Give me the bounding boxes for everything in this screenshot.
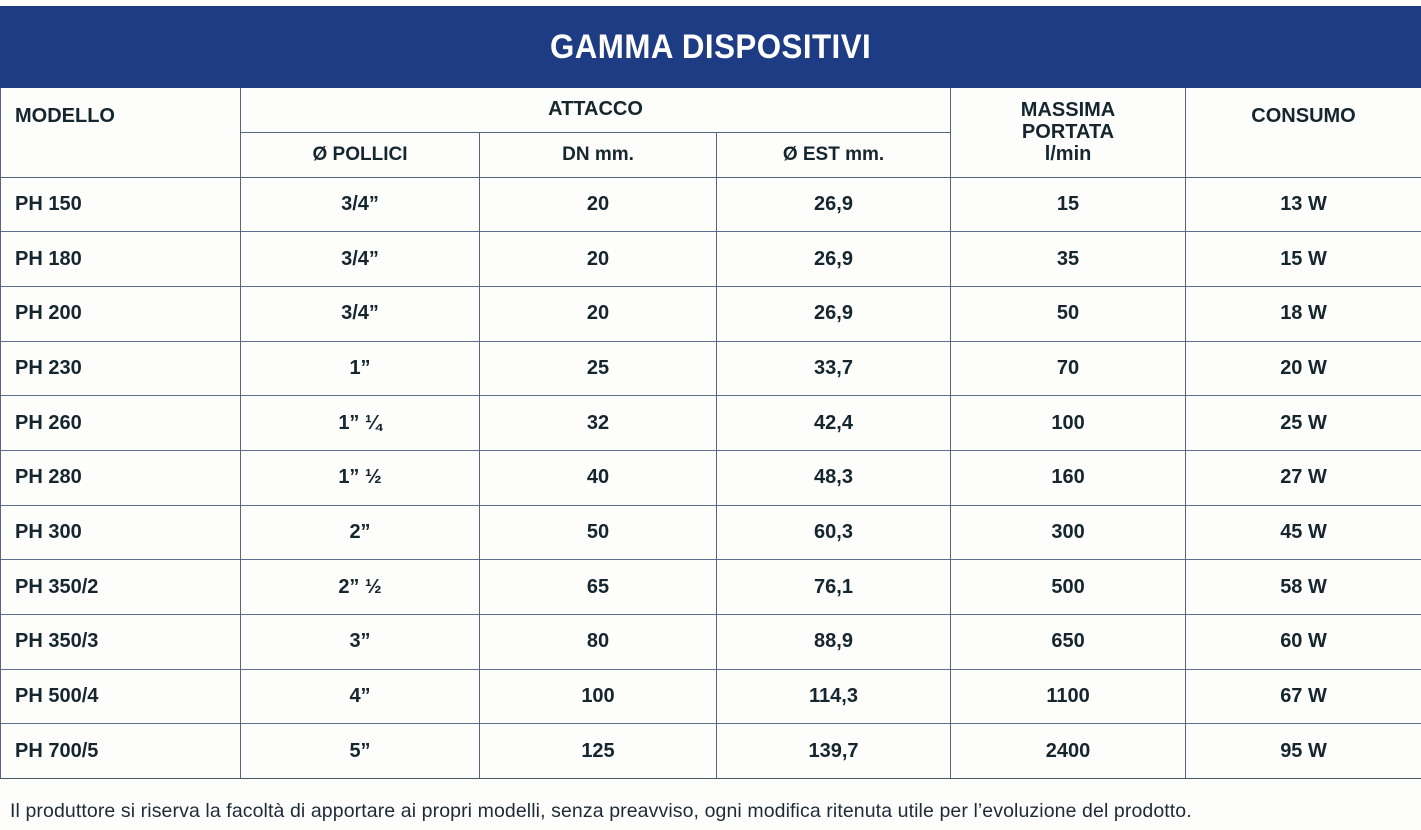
value-cell: 50: [479, 504, 717, 560]
value-cell: 50: [950, 285, 1187, 342]
value-cell: 1”: [240, 340, 480, 396]
value-cell: 20: [479, 176, 717, 232]
title-banner: GAMMA DISPOSITIVI: [0, 6, 1421, 88]
page-title: GAMMA DISPOSITIVI: [549, 27, 872, 66]
value-cell: 2”: [240, 504, 480, 560]
table-row: PH 300 2” 50 60,3 300 45 W: [0, 504, 1421, 560]
value-cell: 40: [479, 449, 717, 506]
value-cell: 95 W: [1185, 723, 1421, 780]
table-body: PH 150 3/4” 20 26,9 15 13 W PH 180 3/4” 20 26,9 35…: [0, 176, 1421, 780]
value-cell: 3/4”: [240, 176, 480, 232]
model-cell: PH 230: [0, 340, 241, 396]
value-cell: 32: [479, 395, 717, 451]
value-cell: 139,7: [716, 723, 952, 780]
value-cell: 1” ½: [240, 449, 480, 506]
value-cell: 60,3: [716, 504, 952, 560]
value-cell: 4”: [240, 668, 480, 724]
column-header-consumo: CONSUMO: [1185, 88, 1421, 177]
value-cell: 100: [479, 668, 717, 724]
massima-line-3: l/min: [1044, 143, 1092, 166]
value-cell: 500: [950, 559, 1187, 615]
value-cell: 26,9: [716, 176, 952, 232]
value-cell: 160: [950, 449, 1187, 506]
column-header-attacco: ATTACCO: [240, 88, 952, 133]
value-cell: 25 W: [1185, 395, 1421, 451]
value-cell: 650: [950, 614, 1187, 670]
table-row: PH 700/5 5” 125 139,7 2400 95 W: [0, 723, 1421, 780]
value-cell: 70: [950, 340, 1187, 396]
disclaimer-text: Il produttore si riserva la facoltà di a…: [10, 800, 1192, 823]
header-row-sub: Ø POLLICI DN mm. Ø EST mm.: [1, 132, 1421, 177]
table-row: PH 200 3/4” 20 26,9 50 18 W: [0, 285, 1421, 342]
column-header-pollici: Ø POLLICI: [240, 132, 480, 177]
table-row: PH 350/2 2” ½ 65 76,1 500 58 W: [0, 559, 1421, 615]
value-cell: 114,3: [716, 668, 952, 724]
table-row: PH 230 1” 25 33,7 70 20 W: [0, 340, 1421, 396]
value-cell: 27 W: [1185, 449, 1421, 506]
value-cell: 35: [950, 231, 1187, 287]
value-cell: 3/4”: [240, 285, 480, 342]
value-cell: 33,7: [716, 340, 952, 396]
column-header-dn: DN mm.: [479, 132, 717, 177]
value-cell: 3”: [240, 614, 480, 670]
value-cell: 300: [950, 504, 1187, 560]
table-header: MODELLO ATTACCO MASSIMA PORTATA l/min CO…: [0, 88, 1421, 177]
value-cell: 20 W: [1185, 340, 1421, 396]
value-cell: 88,9: [716, 614, 952, 670]
value-cell: 42,4: [716, 395, 952, 451]
value-cell: 2” ½: [240, 559, 480, 615]
column-header-est: Ø EST mm.: [716, 132, 952, 177]
value-cell: 20: [479, 231, 717, 287]
value-cell: 15 W: [1185, 231, 1421, 287]
value-cell: 20: [479, 285, 717, 342]
header-row-main: MODELLO ATTACCO MASSIMA PORTATA l/min CO…: [0, 88, 1421, 177]
value-cell: 18 W: [1185, 285, 1421, 342]
column-header-modello: MODELLO: [0, 88, 241, 177]
table-row: PH 280 1” ½ 40 48,3 160 27 W: [0, 449, 1421, 506]
table-row: PH 150 3/4” 20 26,9 15 13 W: [0, 176, 1421, 232]
value-cell: 65: [479, 559, 717, 615]
value-cell: 48,3: [716, 449, 952, 506]
table-row: PH 350/3 3” 80 88,9 650 60 W: [0, 614, 1421, 670]
value-cell: 2400: [950, 723, 1187, 780]
value-cell: 60 W: [1185, 614, 1421, 670]
value-cell: 5”: [240, 723, 480, 780]
value-cell: 25: [479, 340, 717, 396]
model-cell: PH 300: [0, 504, 241, 560]
model-cell: PH 180: [0, 231, 241, 287]
device-range-table: MODELLO ATTACCO MASSIMA PORTATA l/min CO…: [0, 88, 1421, 780]
table-row: PH 180 3/4” 20 26,9 35 15 W: [0, 231, 1421, 287]
value-cell: 100: [950, 395, 1187, 451]
massima-line-2: PORTATA: [1021, 121, 1115, 144]
massima-line-1: MASSIMA: [1020, 99, 1116, 122]
model-cell: PH 500/4: [0, 668, 241, 724]
value-cell: 80: [479, 614, 717, 670]
value-cell: 67 W: [1185, 668, 1421, 724]
value-cell: 1” ¼: [240, 395, 480, 451]
model-cell: PH 200: [0, 285, 241, 342]
model-cell: PH 150: [0, 176, 241, 232]
model-cell: PH 280: [0, 449, 241, 506]
model-cell: PH 350/2: [0, 559, 241, 615]
model-cell: PH 350/3: [0, 614, 241, 670]
value-cell: 26,9: [716, 285, 952, 342]
column-header-massima-portata: MASSIMA PORTATA l/min: [950, 88, 1187, 177]
value-cell: 26,9: [716, 231, 952, 287]
value-cell: 125: [479, 723, 717, 780]
value-cell: 76,1: [716, 559, 952, 615]
value-cell: 45 W: [1185, 504, 1421, 560]
value-cell: 58 W: [1185, 559, 1421, 615]
value-cell: 3/4”: [240, 231, 480, 287]
model-cell: PH 700/5: [0, 723, 241, 780]
table-row: PH 500/4 4” 100 114,3 1100 67 W: [0, 668, 1421, 724]
value-cell: 1100: [950, 668, 1187, 724]
table-row: PH 260 1” ¼ 32 42,4 100 25 W: [0, 395, 1421, 451]
model-cell: PH 260: [0, 395, 241, 451]
value-cell: 13 W: [1185, 176, 1421, 232]
value-cell: 15: [950, 176, 1187, 232]
